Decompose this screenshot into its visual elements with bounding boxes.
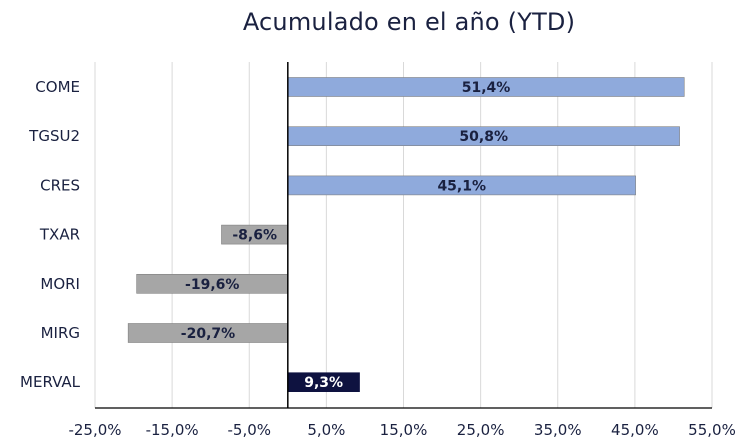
x-tick-label: -25,0%	[68, 421, 121, 439]
category-label: COME	[35, 78, 80, 96]
x-tick-label: 15,0%	[380, 421, 428, 439]
x-tick-label: 55,0%	[688, 421, 736, 439]
data-label: 51,4%	[462, 80, 511, 96]
x-tick-label: -5,0%	[227, 421, 271, 439]
data-label: 50,8%	[459, 129, 508, 145]
x-tick-label: 45,0%	[611, 421, 659, 439]
data-label: -8,6%	[232, 228, 277, 244]
data-label: 45,1%	[437, 178, 486, 194]
category-label: MIRG	[41, 324, 80, 342]
category-label: TXAR	[39, 226, 80, 244]
data-label: 9,3%	[304, 375, 343, 391]
x-tick-label: -15,0%	[146, 421, 199, 439]
category-label: TGSU2	[28, 127, 80, 145]
x-tick-label: 5,0%	[307, 421, 345, 439]
chart-title: Acumulado en el año (YTD)	[242, 8, 576, 36]
data-label: -19,6%	[185, 277, 239, 293]
category-label: MORI	[40, 275, 80, 293]
data-label: -20,7%	[181, 326, 235, 342]
x-tick-label: 35,0%	[534, 421, 582, 439]
category-label: MERVAL	[20, 373, 81, 391]
x-tick-label: 25,0%	[457, 421, 505, 439]
category-label: CRES	[40, 176, 80, 194]
